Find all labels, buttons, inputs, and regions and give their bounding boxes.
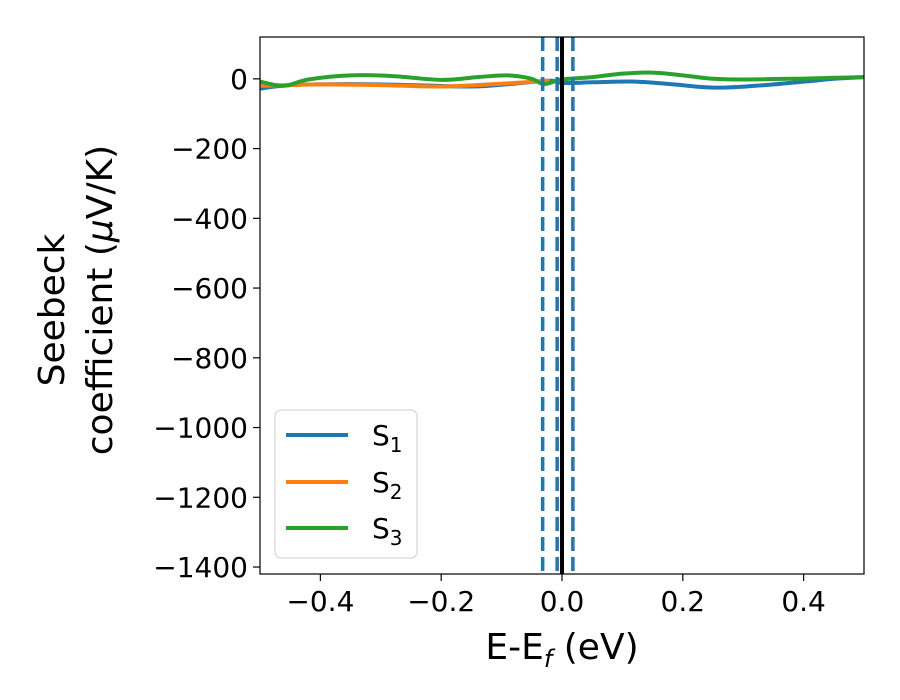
y-tick-label: −400 [171, 202, 248, 235]
y-tick-label: −200 [171, 133, 248, 166]
y-tick-label: −600 [171, 272, 248, 305]
x-tick-label: −0.4 [286, 585, 354, 618]
y-tick-label: 0 [230, 63, 248, 96]
x-tick-label: 0.0 [540, 585, 585, 618]
x-tick-label: 0.4 [781, 585, 826, 618]
legend: S1 S2 S3 [274, 409, 418, 559]
legend-label-s1: S1 [372, 419, 403, 457]
y-axis-label-line2: coefficient (μV/K) [80, 145, 121, 455]
series-line-s3 [260, 70, 864, 88]
series-layer [260, 70, 864, 91]
y-axis-label-line1: Seebeck [32, 233, 73, 386]
reference-lines [540, 37, 575, 574]
y-tick-label: −800 [171, 342, 248, 375]
x-tick-label: 0.2 [661, 585, 706, 618]
legend-label-s3: S3 [372, 512, 403, 550]
y-axis-ticks: 0 −200 −400 −600 −800 −1000 −1200 −1400 [153, 63, 260, 584]
y-tick-label: −1000 [153, 412, 248, 445]
y-tick-label: −1400 [153, 551, 248, 584]
x-tick-label: −0.2 [407, 585, 475, 618]
legend-label-s2: S2 [372, 466, 403, 504]
y-tick-label: −1200 [153, 481, 248, 514]
x-axis-label: E-Ef (eV) [485, 627, 638, 673]
x-axis-ticks: −0.4 −0.2 0.0 0.2 0.4 [286, 574, 826, 618]
